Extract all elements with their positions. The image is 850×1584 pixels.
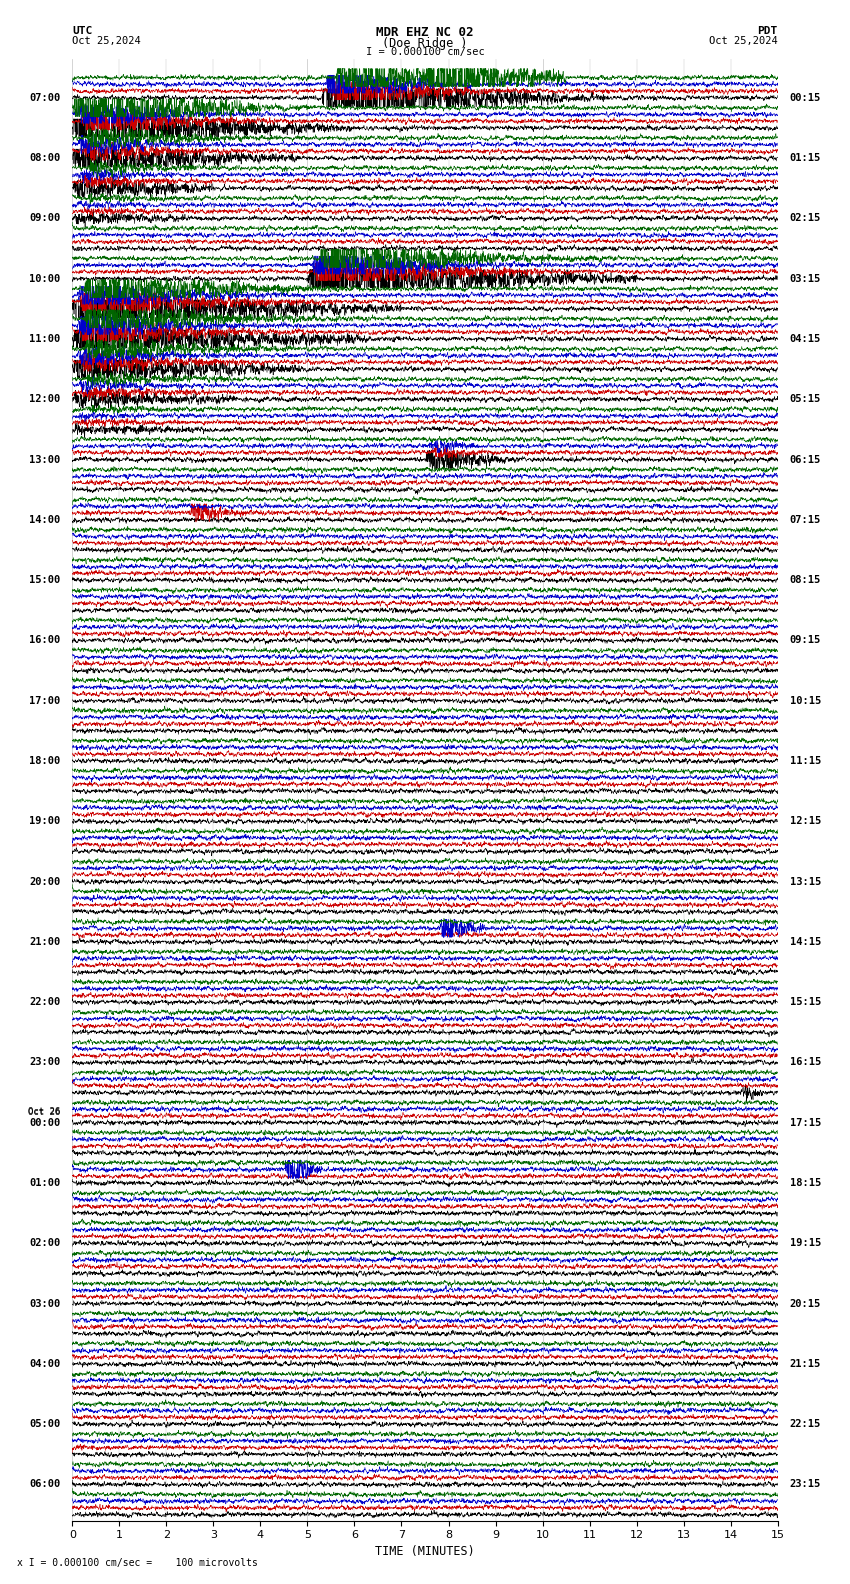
Text: 05:00: 05:00 — [29, 1419, 60, 1429]
Text: 16:00: 16:00 — [29, 635, 60, 645]
Text: 01:00: 01:00 — [29, 1178, 60, 1188]
Text: 09:00: 09:00 — [29, 214, 60, 223]
Text: 04:00: 04:00 — [29, 1359, 60, 1369]
Text: I = 0.000100 cm/sec: I = 0.000100 cm/sec — [366, 48, 484, 57]
Text: Oct 25,2024: Oct 25,2024 — [709, 35, 778, 46]
Text: 17:15: 17:15 — [790, 1118, 821, 1128]
Text: 22:15: 22:15 — [790, 1419, 821, 1429]
Text: 12:15: 12:15 — [790, 816, 821, 827]
Text: 06:00: 06:00 — [29, 1479, 60, 1489]
Text: 06:15: 06:15 — [790, 455, 821, 464]
Text: x I = 0.000100 cm/sec =    100 microvolts: x I = 0.000100 cm/sec = 100 microvolts — [17, 1559, 258, 1568]
Text: 14:00: 14:00 — [29, 515, 60, 524]
Text: 03:15: 03:15 — [790, 274, 821, 284]
Text: 22:00: 22:00 — [29, 998, 60, 1007]
Text: 13:00: 13:00 — [29, 455, 60, 464]
Text: PDT: PDT — [757, 25, 778, 36]
Text: 23:00: 23:00 — [29, 1058, 60, 1068]
Text: 20:00: 20:00 — [29, 876, 60, 887]
Text: Oct 26: Oct 26 — [28, 1107, 60, 1115]
Text: 16:15: 16:15 — [790, 1058, 821, 1068]
Text: UTC: UTC — [72, 25, 93, 36]
Text: 08:00: 08:00 — [29, 154, 60, 163]
Text: 11:00: 11:00 — [29, 334, 60, 344]
Text: 02:00: 02:00 — [29, 1239, 60, 1248]
Text: 19:00: 19:00 — [29, 816, 60, 827]
Text: 14:15: 14:15 — [790, 936, 821, 947]
Text: 03:00: 03:00 — [29, 1299, 60, 1308]
Text: 21:00: 21:00 — [29, 936, 60, 947]
Text: 00:00: 00:00 — [29, 1118, 60, 1128]
Text: 04:15: 04:15 — [790, 334, 821, 344]
X-axis label: TIME (MINUTES): TIME (MINUTES) — [375, 1546, 475, 1559]
Text: 11:15: 11:15 — [790, 756, 821, 767]
Text: 19:15: 19:15 — [790, 1239, 821, 1248]
Text: 09:15: 09:15 — [790, 635, 821, 645]
Text: 15:00: 15:00 — [29, 575, 60, 584]
Text: 10:00: 10:00 — [29, 274, 60, 284]
Text: 23:15: 23:15 — [790, 1479, 821, 1489]
Text: 00:15: 00:15 — [790, 93, 821, 103]
Text: 17:00: 17:00 — [29, 695, 60, 706]
Text: 08:15: 08:15 — [790, 575, 821, 584]
Text: 01:15: 01:15 — [790, 154, 821, 163]
Text: Oct 25,2024: Oct 25,2024 — [72, 35, 141, 46]
Text: 18:15: 18:15 — [790, 1178, 821, 1188]
Text: 07:15: 07:15 — [790, 515, 821, 524]
Text: 12:00: 12:00 — [29, 394, 60, 404]
Text: 10:15: 10:15 — [790, 695, 821, 706]
Text: Oct 26: Oct 26 — [28, 1107, 60, 1117]
Text: 05:15: 05:15 — [790, 394, 821, 404]
Text: (Doe Ridge ): (Doe Ridge ) — [382, 36, 468, 49]
Text: 18:00: 18:00 — [29, 756, 60, 767]
Text: 13:15: 13:15 — [790, 876, 821, 887]
Text: 02:15: 02:15 — [790, 214, 821, 223]
Text: MDR EHZ NC 02: MDR EHZ NC 02 — [377, 25, 473, 40]
Text: 20:15: 20:15 — [790, 1299, 821, 1308]
Text: 07:00: 07:00 — [29, 93, 60, 103]
Text: 21:15: 21:15 — [790, 1359, 821, 1369]
Text: 15:15: 15:15 — [790, 998, 821, 1007]
